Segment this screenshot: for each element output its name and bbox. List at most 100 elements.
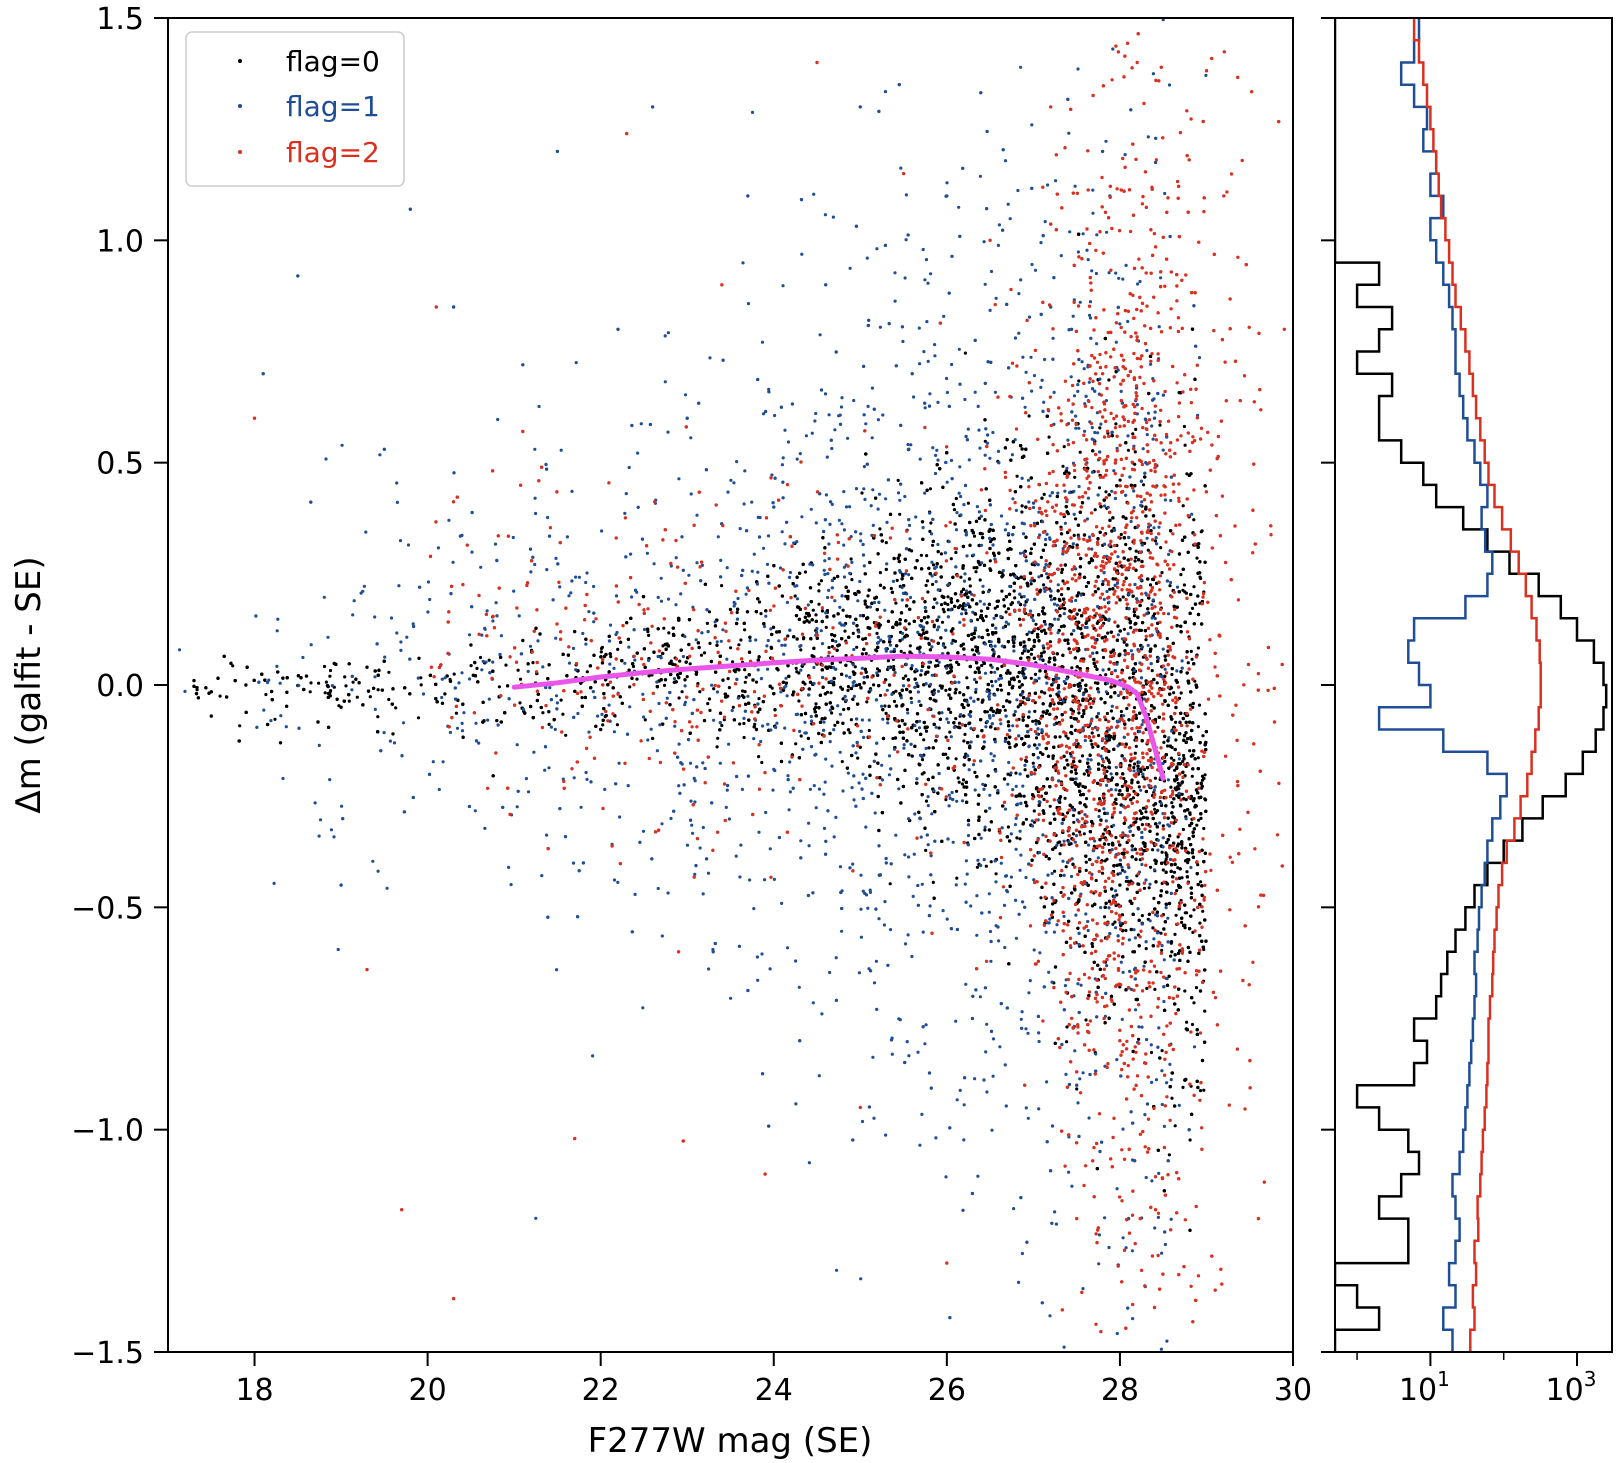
scatter-point — [273, 717, 277, 721]
scatter-point — [940, 620, 945, 624]
scatter-point — [1095, 651, 1099, 655]
scatter-point — [878, 693, 883, 698]
scatter-point — [1066, 736, 1070, 740]
scatter-point — [1006, 607, 1011, 611]
scatter-point — [1040, 609, 1045, 614]
scatter-point — [1043, 543, 1048, 547]
scatter-point — [841, 608, 845, 612]
scatter-point — [497, 685, 501, 689]
scatter-point — [1053, 663, 1057, 667]
scatter-point — [702, 651, 707, 655]
scatter-point — [999, 688, 1004, 692]
scatter-point — [1065, 758, 1069, 762]
scatter-point — [1132, 765, 1136, 770]
scatter-point — [976, 697, 980, 701]
scatter-point — [1051, 756, 1055, 761]
scatter-point — [988, 559, 992, 563]
scatter-point — [965, 676, 969, 680]
scatter-point — [1061, 579, 1065, 583]
scatter-point — [317, 681, 321, 685]
scatter-point — [1077, 711, 1081, 715]
scatter-point — [1107, 667, 1111, 671]
scatter-point — [1133, 450, 1137, 454]
scatter-point — [1020, 595, 1024, 599]
scatter-point — [878, 571, 883, 575]
scatter-point — [989, 670, 993, 674]
scatter-point — [955, 789, 959, 793]
scatter-point — [1020, 504, 1024, 508]
scatter-point — [646, 630, 650, 634]
scatter-point — [1066, 641, 1070, 646]
scatter-point — [856, 756, 860, 760]
scatter-point — [1186, 661, 1190, 665]
scatter-point — [724, 695, 729, 699]
scatter-point — [351, 680, 355, 684]
scatter-point — [931, 563, 936, 567]
scatter-point — [968, 584, 972, 588]
scatter-point — [739, 638, 743, 642]
scatter-point — [958, 691, 962, 695]
scatter-point — [712, 687, 716, 691]
scatter-point — [743, 680, 747, 684]
scatter-point — [954, 550, 958, 555]
scatter-point — [742, 721, 746, 726]
scatter-point — [939, 603, 944, 607]
scatter-point — [948, 730, 952, 734]
scatter-point — [1174, 720, 1178, 724]
scatter-point — [1101, 832, 1105, 836]
scatter-point — [1188, 749, 1192, 753]
scatter-point — [1032, 809, 1036, 813]
scatter-point — [1089, 697, 1093, 701]
scatter-point — [980, 663, 984, 668]
scatter-point — [738, 722, 742, 726]
scatter-point — [817, 582, 821, 586]
scatter-point — [1178, 783, 1182, 787]
scatter-point — [1040, 496, 1044, 500]
scatter-point — [994, 872, 998, 876]
scatter-point — [680, 690, 684, 694]
scatter-point — [898, 512, 902, 516]
scatter-point — [770, 686, 774, 690]
scatter-point — [355, 695, 359, 699]
scatter-point — [741, 689, 745, 693]
scatter-point — [979, 609, 984, 613]
scatter-point — [780, 594, 785, 598]
scatter-point — [1093, 681, 1098, 685]
scatter-point — [1052, 812, 1056, 816]
scatter-point — [1059, 843, 1063, 847]
scatter-point — [1161, 868, 1165, 872]
scatter-point — [1141, 775, 1145, 779]
scatter-point — [218, 694, 222, 698]
scatter-point — [1170, 801, 1174, 805]
scatter-point — [1101, 655, 1106, 660]
scatter-point — [376, 715, 380, 719]
scatter-point — [901, 676, 906, 681]
scatter-point — [929, 521, 933, 525]
scatter-point — [1158, 423, 1162, 427]
scatter-point — [504, 663, 508, 667]
scatter-point — [1040, 651, 1044, 655]
scatter-point — [964, 611, 968, 616]
scatter-point — [1169, 954, 1173, 958]
scatter-point — [757, 600, 762, 604]
scatter-series-0 — [192, 232, 1208, 1232]
scatter-point — [932, 623, 936, 627]
scatter-point — [678, 659, 682, 663]
scatter-point — [1103, 859, 1107, 863]
scatter-point — [814, 613, 818, 617]
scatter-point — [1000, 589, 1004, 593]
scatter-point — [729, 646, 733, 650]
scatter-point — [1105, 769, 1109, 774]
scatter-point — [1170, 950, 1174, 954]
scatter-point — [799, 734, 803, 738]
scatter-point — [231, 664, 235, 668]
scatter-point — [1027, 414, 1031, 418]
scatter-point — [1150, 669, 1154, 673]
scatter-point — [1097, 733, 1101, 738]
scatter-point — [1061, 464, 1065, 468]
scatter-point — [963, 732, 967, 737]
scatter-point — [864, 652, 868, 656]
scatter-point — [1196, 725, 1200, 729]
scatter-point — [1188, 1138, 1192, 1142]
